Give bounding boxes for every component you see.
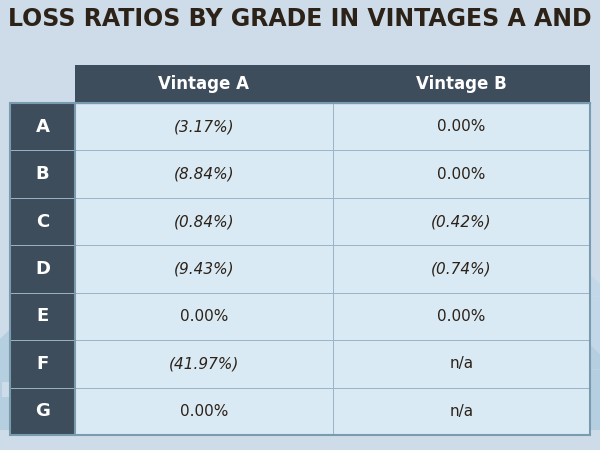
Bar — [2, 382, 20, 397]
Polygon shape — [0, 310, 86, 364]
Bar — [332, 65, 590, 103]
Bar — [10, 198, 75, 245]
Bar — [75, 65, 332, 103]
Text: (41.97%): (41.97%) — [169, 356, 239, 371]
Bar — [10, 65, 75, 103]
Text: Vintage B: Vintage B — [416, 75, 506, 93]
Bar — [332, 198, 590, 245]
Bar — [574, 387, 590, 400]
Polygon shape — [31, 210, 209, 291]
Bar — [240, 260, 440, 370]
Bar — [332, 292, 590, 340]
Bar — [332, 387, 590, 435]
Bar — [10, 340, 75, 387]
Bar — [557, 405, 572, 430]
Text: (0.74%): (0.74%) — [431, 261, 491, 276]
Bar — [332, 340, 590, 387]
Bar — [10, 245, 75, 292]
Text: 0.00%: 0.00% — [179, 309, 228, 324]
Polygon shape — [228, 170, 452, 260]
Bar — [10, 103, 75, 435]
Text: 0.00%: 0.00% — [437, 166, 485, 182]
Bar — [75, 198, 332, 245]
Text: Vintage A: Vintage A — [158, 75, 249, 93]
Text: C: C — [36, 212, 49, 230]
Text: G: G — [35, 402, 50, 420]
Bar — [40, 291, 200, 390]
Bar — [75, 103, 332, 150]
Text: 0.00%: 0.00% — [437, 119, 485, 134]
Bar — [0, 364, 80, 430]
Bar — [10, 150, 75, 198]
Bar — [540, 387, 556, 400]
Bar — [106, 348, 134, 390]
Text: n/a: n/a — [449, 404, 473, 419]
Text: 0.00%: 0.00% — [179, 404, 228, 419]
Bar — [455, 297, 600, 390]
Text: E: E — [37, 307, 49, 325]
Text: B: B — [35, 165, 49, 183]
Bar — [40, 382, 58, 397]
Bar — [488, 323, 515, 343]
Text: (8.84%): (8.84%) — [173, 166, 234, 182]
Bar — [75, 150, 332, 198]
Bar — [10, 292, 75, 340]
Bar — [75, 340, 332, 387]
Text: (3.17%): (3.17%) — [173, 119, 234, 134]
Text: F: F — [37, 355, 49, 373]
Bar — [520, 369, 600, 430]
Bar — [75, 319, 104, 341]
Text: n/a: n/a — [449, 356, 473, 371]
Bar — [22, 402, 38, 430]
Bar — [545, 323, 572, 343]
Text: LOSS RATIOS BY GRADE IN VINTAGES A AND B: LOSS RATIOS BY GRADE IN VINTAGES A AND B — [8, 7, 600, 31]
Bar — [360, 291, 396, 315]
Bar — [332, 150, 590, 198]
Bar — [75, 245, 332, 292]
Text: (0.84%): (0.84%) — [173, 214, 234, 229]
Bar — [517, 351, 543, 390]
Bar — [75, 387, 332, 435]
Text: (9.43%): (9.43%) — [173, 261, 234, 276]
Bar — [332, 103, 590, 150]
Bar — [136, 319, 165, 341]
Polygon shape — [446, 220, 600, 297]
Bar — [10, 387, 75, 435]
Bar — [10, 103, 590, 435]
Text: D: D — [35, 260, 50, 278]
Text: A: A — [35, 118, 49, 136]
Bar — [323, 324, 357, 370]
Bar — [284, 291, 320, 315]
Bar — [75, 292, 332, 340]
Polygon shape — [515, 320, 600, 369]
Text: (0.42%): (0.42%) — [431, 214, 491, 229]
Bar — [75, 103, 590, 435]
Text: 0.00%: 0.00% — [437, 309, 485, 324]
Bar — [10, 103, 75, 150]
Bar — [332, 245, 590, 292]
